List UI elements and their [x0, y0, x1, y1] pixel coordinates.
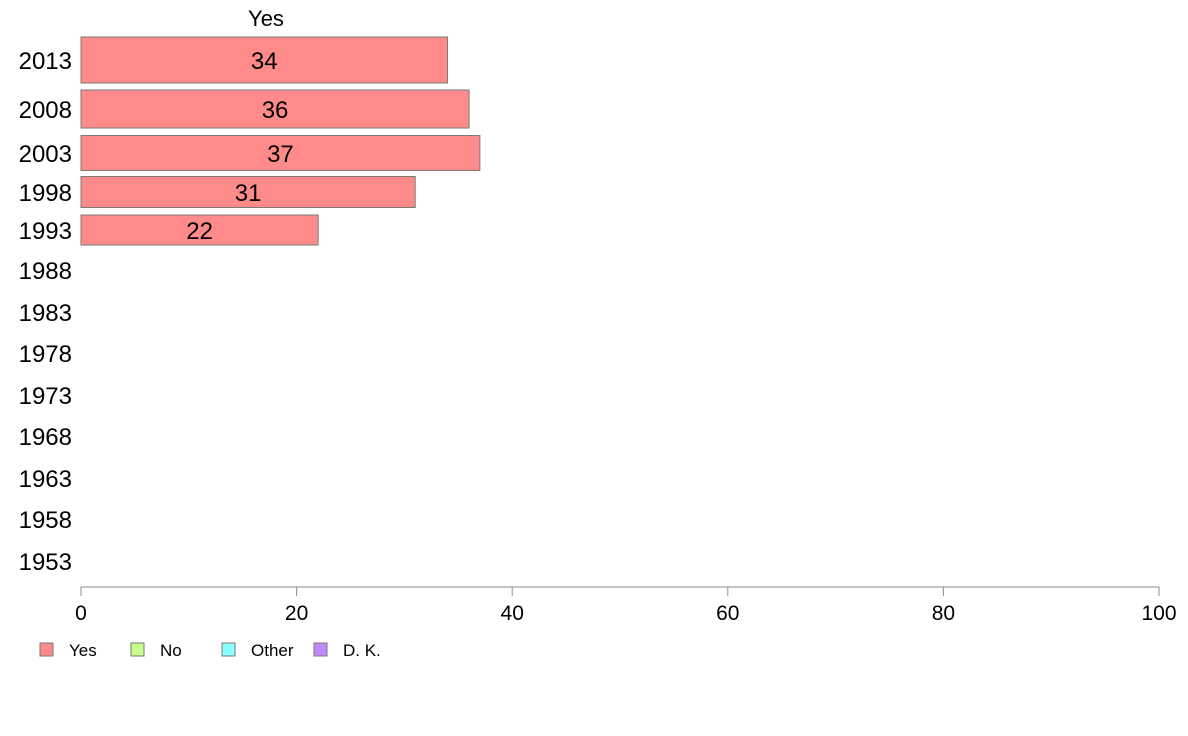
- y-tick-label: 1988: [19, 258, 72, 285]
- bar-yes-2003: [80, 135, 481, 171]
- legend: Yes No Other D. K.: [39, 641, 381, 660]
- y-tick-label: 1983: [19, 300, 72, 327]
- y-tick-label: 1973: [19, 383, 72, 410]
- x-tick-label: 0: [75, 602, 87, 625]
- bar-yes-2013: [80, 36, 449, 84]
- legend-item: Yes: [39, 641, 97, 660]
- legend-swatch: [39, 642, 54, 657]
- legend-swatch: [313, 642, 328, 657]
- y-tick-label: 1978: [19, 341, 72, 368]
- y-tick-label: 1998: [19, 180, 72, 207]
- x-tick-label: 40: [501, 602, 524, 625]
- legend-label: Other: [251, 641, 294, 660]
- x-tick-label: 100: [1141, 602, 1176, 625]
- legend-item: No: [130, 641, 182, 660]
- legend-swatch: [130, 642, 145, 657]
- y-tick-label: 1953: [19, 549, 72, 576]
- x-tick-label: 80: [932, 602, 955, 625]
- x-tick-label: 60: [716, 602, 739, 625]
- bar-value-label: 22: [186, 218, 213, 245]
- bar-yes-1993: [80, 214, 319, 246]
- legend-label: Yes: [69, 641, 97, 660]
- bar-value-label: 34: [251, 48, 278, 75]
- x-tick-label: 20: [285, 602, 308, 625]
- bar-yes-1998: [80, 176, 416, 208]
- series-header: Yes: [248, 6, 284, 31]
- y-tick-label: 1958: [19, 507, 72, 534]
- bar-value-label: 37: [267, 141, 294, 168]
- y-tick-label: 2003: [19, 141, 72, 168]
- y-tick-label: 1993: [19, 218, 72, 245]
- bar-value-label: 31: [235, 180, 262, 207]
- y-tick-label: 2013: [19, 48, 72, 75]
- y-tick-label: 1963: [19, 466, 72, 493]
- y-tick-label: 2008: [19, 97, 72, 124]
- x-axis: 0 20 40 60 80 100: [75, 586, 1177, 625]
- legend-item: Other: [221, 641, 294, 660]
- legend-label: D. K.: [343, 641, 381, 660]
- legend-label: No: [160, 641, 182, 660]
- bar-yes-2008: [80, 89, 470, 129]
- y-axis-labels: 2013 2008 2003 1998 1993 1988 1983 1978 1973 1968…: [19, 48, 72, 576]
- bar-value-label: 36: [262, 97, 289, 124]
- legend-item: D. K.: [313, 641, 381, 660]
- y-tick-label: 1968: [19, 424, 72, 451]
- legend-swatch: [221, 642, 236, 657]
